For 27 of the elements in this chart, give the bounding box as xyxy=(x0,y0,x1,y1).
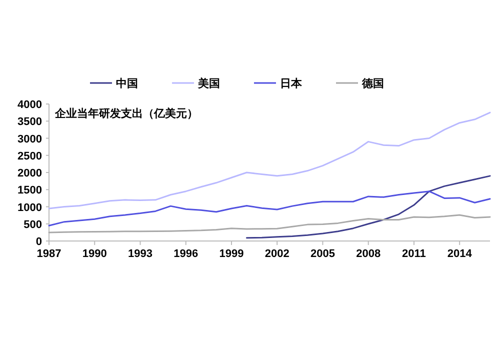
y-tick-label: 3500 xyxy=(18,116,42,128)
y-tick-label: 2000 xyxy=(18,168,42,180)
y-axis-title: 企业当年研发支出（亿美元） xyxy=(54,107,198,120)
line-series xyxy=(48,190,491,226)
legend-label: 日本 xyxy=(280,77,303,90)
x-tick-label: 1999 xyxy=(219,248,244,260)
x-tick-label: 2011 xyxy=(402,248,426,260)
x-tick-label: 2005 xyxy=(310,248,335,260)
legend-label: 美国 xyxy=(197,77,220,90)
legend-label: 德国 xyxy=(361,77,384,90)
y-tick-label: 3000 xyxy=(18,133,42,146)
x-tick-label: 1996 xyxy=(174,248,198,260)
x-tick-label: 2008 xyxy=(356,248,381,260)
line-series xyxy=(246,175,491,239)
x-tick-label: 2014 xyxy=(447,248,473,260)
x-tick-label: 1990 xyxy=(82,248,107,260)
y-tick-label: 2500 xyxy=(18,150,42,162)
line-series xyxy=(48,214,491,234)
y-tick-label: 1000 xyxy=(18,202,42,214)
y-tick-label: 0 xyxy=(36,236,42,248)
x-tick-label: 1987 xyxy=(36,248,62,260)
y-tick-label: 1500 xyxy=(18,184,42,197)
legend-label: 中国 xyxy=(116,77,138,90)
y-tick-label: 500 xyxy=(24,218,42,231)
x-tick-label: 2002 xyxy=(264,248,290,260)
y-tick-label: 4000 xyxy=(18,99,42,111)
x-tick-label: 1993 xyxy=(128,248,152,260)
